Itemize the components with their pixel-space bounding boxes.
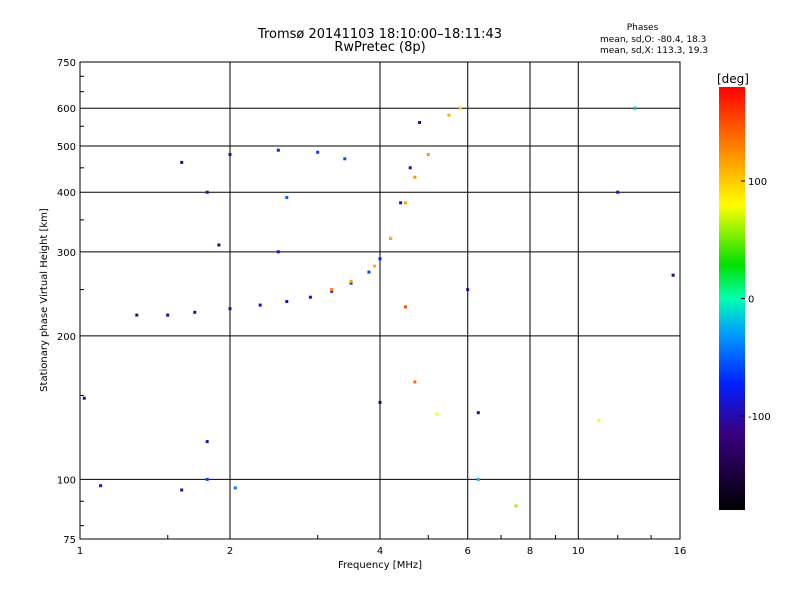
data-point xyxy=(180,488,184,492)
data-point xyxy=(458,106,462,110)
data-point xyxy=(276,250,280,254)
data-point xyxy=(193,310,197,314)
phases-o-stats: mean, sd,O: -80.4, 18.3 xyxy=(600,35,707,45)
data-point xyxy=(466,288,470,292)
data-point xyxy=(426,153,430,156)
data-point xyxy=(389,236,393,240)
data-point xyxy=(404,305,407,309)
data-point xyxy=(343,157,347,161)
x-axis-label: Frequency [MHz] xyxy=(338,560,422,571)
y-tick-label: 600 xyxy=(57,104,76,115)
data-point xyxy=(135,313,139,317)
plot-frame xyxy=(79,61,681,540)
data-point xyxy=(349,280,353,283)
x-tick-label: 16 xyxy=(674,546,687,557)
data-point xyxy=(166,313,170,317)
y-tick-label: 500 xyxy=(57,142,76,153)
data-point xyxy=(316,150,320,154)
data-point xyxy=(476,477,480,481)
y-tick-label: 200 xyxy=(57,332,76,343)
data-point xyxy=(82,396,86,400)
x-tick-label: 10 xyxy=(572,546,585,557)
x-tick-label: 2 xyxy=(227,546,233,557)
data-point xyxy=(258,303,262,307)
data-point xyxy=(514,504,518,508)
data-point xyxy=(378,400,382,404)
phases-title: Phases xyxy=(626,23,659,33)
data-point xyxy=(413,175,417,179)
data-point xyxy=(228,307,232,311)
data-point xyxy=(276,148,280,152)
x-tick-label: 6 xyxy=(465,546,471,557)
data-point xyxy=(285,196,289,199)
data-point xyxy=(205,440,209,444)
data-point xyxy=(180,160,184,164)
chart-title: Tromsø 20141103 18:10:00–18:11:43 xyxy=(257,27,503,42)
colorbar-ticks: 100 0 -100 xyxy=(741,177,771,423)
data-point xyxy=(367,270,371,274)
colorbar xyxy=(719,87,745,510)
colorbar-tick-label: 0 xyxy=(748,295,754,306)
colorbar-label: [deg] xyxy=(717,72,749,86)
y-axis-label: Stationary phase Virtual Height [km] xyxy=(39,208,50,392)
y-tick-label: 400 xyxy=(57,188,76,199)
colorbar-tick-label: 100 xyxy=(748,177,767,188)
colorbar-tick-label: -100 xyxy=(748,412,771,423)
data-point xyxy=(205,190,209,194)
grid xyxy=(80,62,680,539)
data-point xyxy=(616,190,620,194)
data-point xyxy=(217,243,221,247)
data-point xyxy=(285,300,289,303)
x-tick-label: 4 xyxy=(377,546,383,557)
data-point xyxy=(330,289,334,293)
data-point xyxy=(330,288,334,292)
data-point xyxy=(408,166,412,170)
data-points xyxy=(82,106,675,508)
axis-ticks: 1 2 4 6 8 10 16 75 100 200 300 400 500 600 750 xyxy=(57,58,686,557)
data-point xyxy=(308,295,312,299)
data-point xyxy=(418,121,421,124)
data-point xyxy=(404,201,407,205)
data-point xyxy=(597,418,601,422)
data-point xyxy=(413,380,417,384)
data-point xyxy=(99,484,103,488)
x-tick-label: 1 xyxy=(77,546,83,557)
data-point xyxy=(435,412,439,416)
data-point xyxy=(447,113,451,117)
y-tick-label: 100 xyxy=(57,475,76,486)
y-tick-label: 300 xyxy=(57,248,76,259)
data-point xyxy=(349,281,353,285)
chart-subtitle: RwPretec (8p) xyxy=(334,40,426,55)
data-point xyxy=(205,477,209,481)
data-point xyxy=(378,257,382,261)
data-point xyxy=(373,264,376,268)
phases-x-stats: mean, sd,X: 113.3, 19.3 xyxy=(600,46,709,56)
data-point xyxy=(633,106,637,110)
data-point xyxy=(476,411,480,415)
data-point xyxy=(233,486,237,490)
data-point xyxy=(399,201,403,205)
x-tick-label: 8 xyxy=(527,546,533,557)
data-point xyxy=(671,273,675,277)
y-tick-label: 75 xyxy=(63,535,76,546)
data-point xyxy=(228,153,232,156)
y-tick-label: 750 xyxy=(57,58,76,69)
